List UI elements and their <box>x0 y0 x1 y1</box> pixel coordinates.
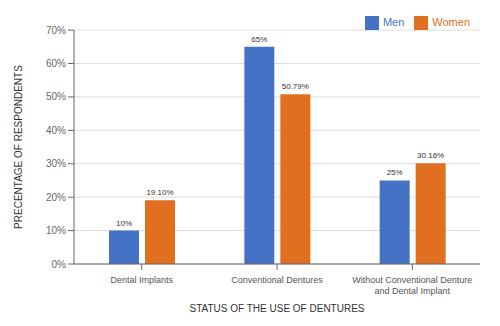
svg-text:60%: 60% <box>46 58 66 69</box>
svg-text:30%: 30% <box>46 158 66 169</box>
svg-text:30.16%: 30.16% <box>417 151 444 160</box>
svg-text:65%: 65% <box>251 35 267 44</box>
svg-text:10%: 10% <box>116 219 132 228</box>
svg-text:Without Conventional Denturean: Without Conventional Dentureand Dental I… <box>352 275 472 296</box>
html-text:Men: Men <box>382 16 405 28</box>
svg-text:70%: 70% <box>46 25 66 36</box>
svg-text:10%: 10% <box>46 225 66 236</box>
svg-text:STATUS OF THE USE OF DENTURES: STATUS OF THE USE OF DENTURES <box>189 303 364 314</box>
svg-text:Conventional Dentures: Conventional Dentures <box>231 275 323 285</box>
svg-text:40%: 40% <box>46 125 66 136</box>
svg-text:50.79%: 50.79% <box>282 82 309 91</box>
svg-text:Dental Implants: Dental Implants <box>110 275 173 285</box>
svg-text:19.10%: 19.10% <box>146 188 173 197</box>
html-text:Women: Women <box>432 16 470 28</box>
svg-text:50%: 50% <box>46 91 66 102</box>
svg-text:25%: 25% <box>387 168 403 177</box>
svg-text:PRECENTAGE OF RESPONDENTS: PRECENTAGE OF RESPONDENTS <box>13 65 24 229</box>
svg-text:20%: 20% <box>46 192 66 203</box>
svg-text:0%: 0% <box>52 259 67 270</box>
